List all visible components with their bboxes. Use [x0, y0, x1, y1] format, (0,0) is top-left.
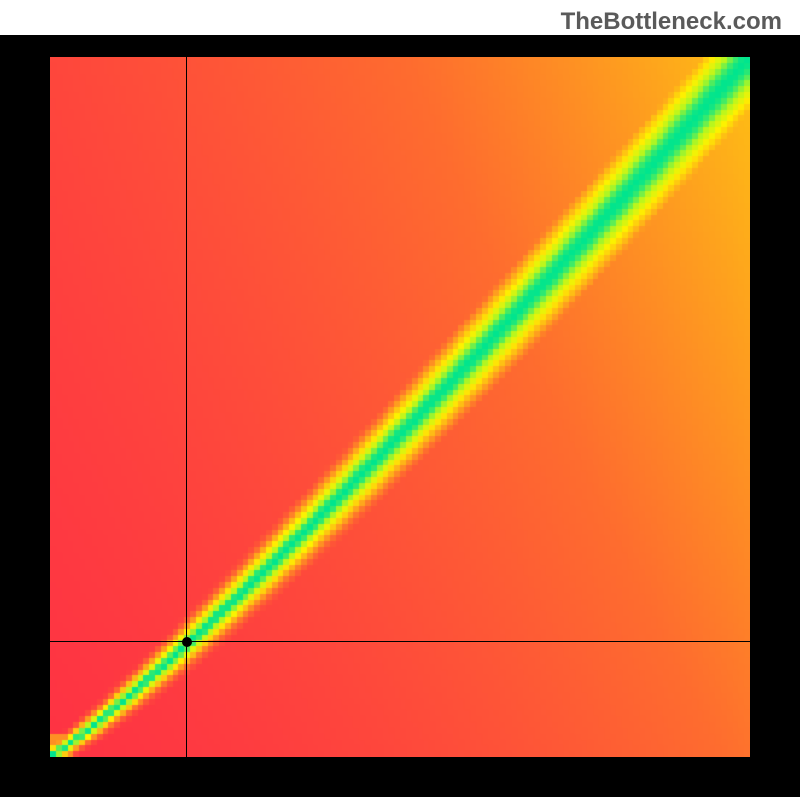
heatmap-canvas	[50, 57, 750, 757]
crosshair-marker-dot	[182, 637, 192, 647]
heatmap-plot-area	[50, 57, 750, 757]
crosshair-vertical-line	[186, 57, 187, 757]
chart-outer-frame	[0, 35, 800, 797]
crosshair-horizontal-line	[50, 641, 750, 642]
watermark-text: TheBottleneck.com	[561, 8, 782, 36]
